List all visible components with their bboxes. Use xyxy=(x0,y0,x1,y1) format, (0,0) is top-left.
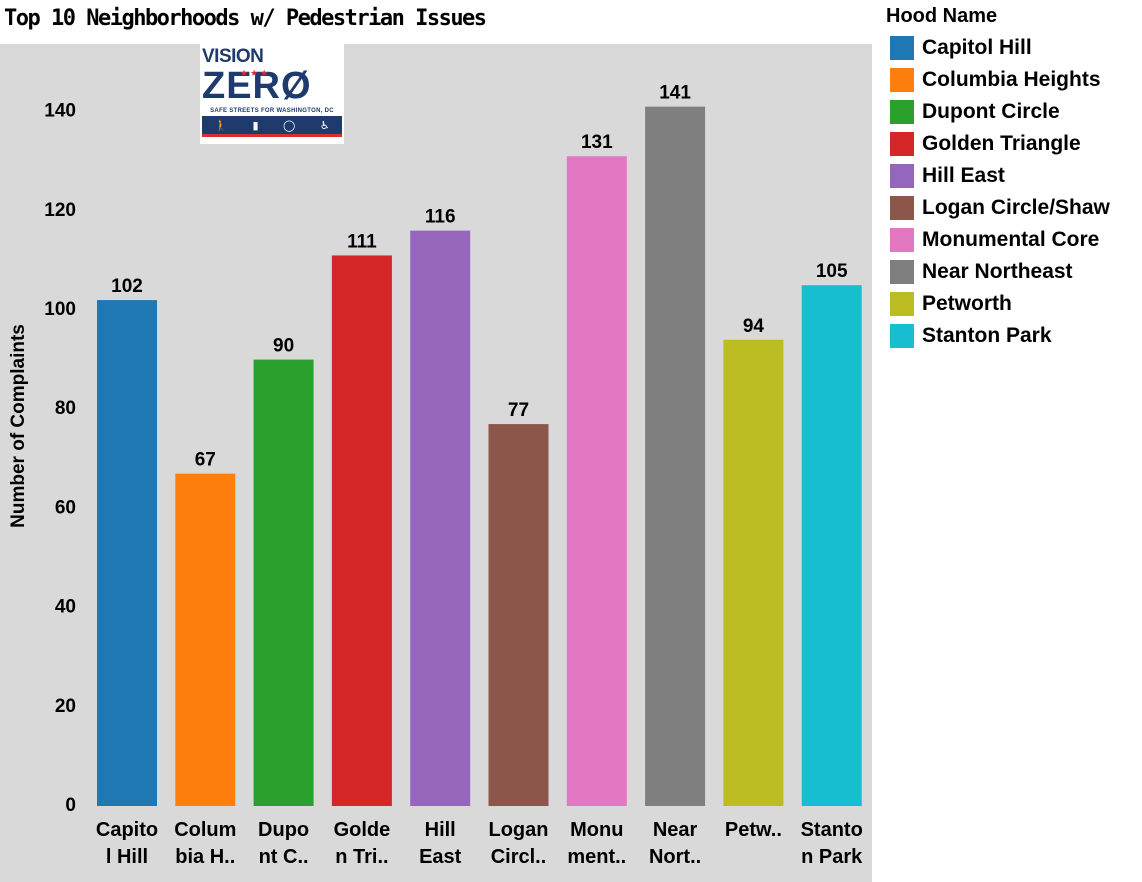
bar xyxy=(253,359,314,806)
legend-label: Stanton Park xyxy=(922,324,1052,347)
bar xyxy=(175,473,236,806)
x-tick-label: Petw.. xyxy=(725,819,782,841)
bar xyxy=(723,339,784,806)
legend-swatch xyxy=(890,228,914,252)
y-tick-label: 120 xyxy=(44,200,76,221)
legend-item: Stanton Park xyxy=(886,320,1110,352)
legend-swatch xyxy=(890,164,914,188)
x-tick-label: East xyxy=(419,846,462,868)
legend-label: Near Northeast xyxy=(922,260,1073,283)
x-tick-label: ment.. xyxy=(567,846,626,868)
x-tick-label: Hill xyxy=(425,819,456,841)
logo-tagline: SAFE STREETS FOR WASHINGTON, DC xyxy=(210,108,334,114)
y-tick-label: 100 xyxy=(44,299,76,320)
y-tick-label: 140 xyxy=(44,101,76,122)
bar xyxy=(331,255,392,806)
x-tick-label: n Park xyxy=(801,846,863,868)
y-tick-label: 0 xyxy=(65,795,76,816)
legend-swatch xyxy=(890,68,914,92)
y-axis-label: Number of Complaints xyxy=(8,324,29,528)
legend-item: Logan Circle/Shaw xyxy=(886,192,1110,224)
legend-item: Golden Triangle xyxy=(886,128,1110,160)
data-label: 105 xyxy=(816,261,848,282)
data-label: 94 xyxy=(743,316,765,337)
legend-item: Capitol Hill xyxy=(886,32,1110,64)
y-tick-label: 40 xyxy=(55,597,76,618)
legend-swatch xyxy=(890,196,914,220)
data-label: 131 xyxy=(581,132,613,153)
x-tick-label: nt C.. xyxy=(259,846,309,868)
legend-item: Monumental Core xyxy=(886,224,1110,256)
logo-vision-text: VISION xyxy=(202,46,264,67)
legend-item: Petworth xyxy=(886,288,1110,320)
vision-zero-logo: VISION ZERØ ★★★ SAFE STREETS FOR WASHING… xyxy=(200,44,344,144)
data-label: 90 xyxy=(273,336,294,357)
x-tick-label: Circl.. xyxy=(491,846,547,868)
wheelchair-icon: ♿ xyxy=(319,119,330,132)
x-tick-label: Golde xyxy=(334,819,391,841)
logo-red-bar xyxy=(202,134,342,137)
legend-swatch xyxy=(890,292,914,316)
data-label: 141 xyxy=(659,83,691,104)
bar xyxy=(645,106,706,806)
chart-title: Top 10 Neighborhoods w/ Pedestrian Issue… xyxy=(4,6,487,31)
legend-label: Capitol Hill xyxy=(922,36,1032,59)
x-tick-label: n Tri.. xyxy=(335,846,388,868)
legend-swatch xyxy=(890,324,914,348)
x-tick-label: Colum xyxy=(174,819,236,841)
y-tick-label: 20 xyxy=(55,696,76,717)
legend-label: Golden Triangle xyxy=(922,132,1081,155)
data-label: 102 xyxy=(111,276,143,297)
legend-swatch xyxy=(890,36,914,60)
legend-label: Columbia Heights xyxy=(922,68,1101,91)
legend-swatch xyxy=(890,260,914,284)
legend-label: Logan Circle/Shaw xyxy=(922,196,1110,219)
walk-icon: 🚶 xyxy=(214,119,228,132)
x-tick-label: l Hill xyxy=(106,846,148,868)
legend-item: Dupont Circle xyxy=(886,96,1110,128)
bar xyxy=(801,285,862,806)
legend: Hood Name Capitol Hill Columbia Heights Du… xyxy=(886,4,1110,352)
legend-item: Columbia Heights xyxy=(886,64,1110,96)
data-label: 77 xyxy=(508,400,529,421)
logo-mode-icons: 🚶 ▮ ◯ ♿ xyxy=(202,116,342,134)
x-tick-label: Dupo xyxy=(258,819,309,841)
bar xyxy=(488,424,549,806)
legend-swatch xyxy=(890,100,914,124)
x-tick-label: Logan xyxy=(489,819,549,841)
car-icon: ▮ xyxy=(252,119,259,132)
x-tick-label: Monu xyxy=(570,819,623,841)
legend-title: Hood Name xyxy=(886,5,998,27)
legend-label: Monumental Core xyxy=(922,228,1100,251)
legend-label: Petworth xyxy=(922,292,1012,315)
y-tick-label: 60 xyxy=(55,497,76,518)
legend-label: Dupont Circle xyxy=(922,100,1060,123)
legend-swatch xyxy=(890,132,914,156)
logo-zero-text: ZERØ xyxy=(202,65,312,107)
legend-item: Near Northeast xyxy=(886,256,1110,288)
x-tick-label: Capito xyxy=(96,819,158,841)
logo-stars: ★★★ xyxy=(240,68,271,78)
data-label: 67 xyxy=(195,450,216,471)
legend-label: Hill East xyxy=(922,164,1005,187)
bar xyxy=(566,156,627,807)
x-tick-label: Near xyxy=(653,819,698,841)
bike-icon: ◯ xyxy=(283,119,296,132)
bar-chart: Number of Complaints 0 20 40 60 80 100 120 140 1… xyxy=(8,83,863,868)
x-tick-label: Stanto xyxy=(801,819,863,841)
x-tick-label: bia H.. xyxy=(175,846,235,868)
y-tick-label: 80 xyxy=(55,398,76,419)
data-label: 116 xyxy=(425,207,456,228)
bar xyxy=(97,300,157,806)
legend-item: Hill East xyxy=(886,160,1110,192)
bar xyxy=(410,230,471,806)
data-label: 111 xyxy=(347,231,377,252)
x-tick-label: Nort.. xyxy=(649,846,701,868)
